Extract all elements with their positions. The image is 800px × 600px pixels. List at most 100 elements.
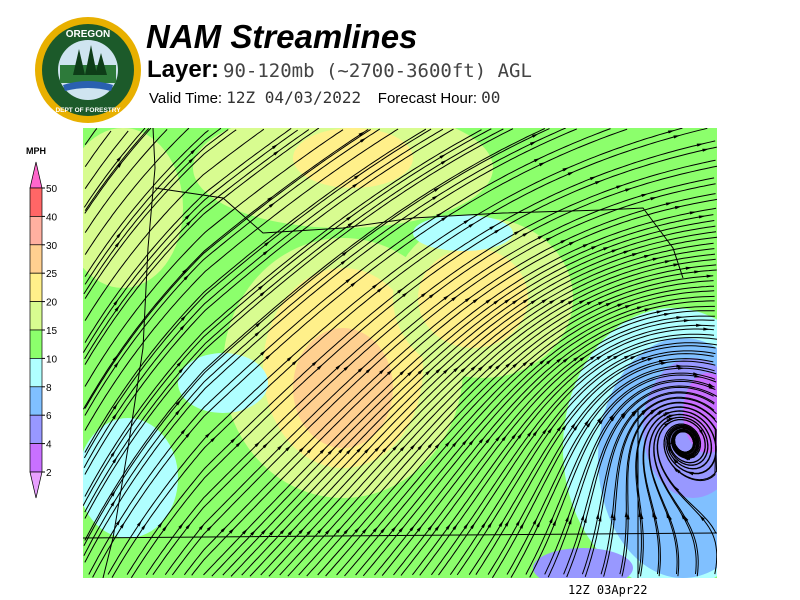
streamline-arrow <box>598 301 605 306</box>
streamline-arrow <box>504 520 510 527</box>
streamline-arrow <box>641 193 649 198</box>
svg-text:OREGON: OREGON <box>66 29 110 40</box>
streamline-arrow <box>609 413 615 420</box>
streamline-arrow <box>178 367 185 374</box>
streamline-arrow <box>190 148 197 155</box>
streamline-arrow <box>641 356 649 361</box>
streamline-arrow <box>387 369 393 376</box>
streamline-arrow <box>113 361 119 368</box>
streamline <box>344 290 715 577</box>
streamline-arrow <box>683 319 691 323</box>
streamline-arrow <box>254 441 261 448</box>
streamline <box>171 183 716 576</box>
streamline-arrow <box>666 415 674 419</box>
streamline-arrow <box>532 133 539 138</box>
streamline <box>355 295 715 576</box>
streamline-arrow <box>110 490 116 497</box>
streamline-arrow <box>228 527 235 534</box>
streamline-arrow <box>673 485 680 492</box>
streamline <box>84 128 454 475</box>
streamline-arrow <box>356 446 363 453</box>
streamline-arrow <box>579 299 586 305</box>
streamline <box>584 392 715 577</box>
streamline-arrow <box>114 241 121 248</box>
streamline-arrow <box>654 512 658 520</box>
streamline-arrow <box>489 225 496 230</box>
streamline-arrow <box>343 365 350 371</box>
streamline-arrow <box>250 529 256 536</box>
streamline-arrow <box>265 354 272 360</box>
streamline <box>374 305 715 576</box>
streamline-arrow <box>352 182 359 188</box>
streamline-arrow <box>610 415 616 422</box>
streamline-arrow <box>549 299 556 305</box>
streamline-arrow <box>539 359 546 365</box>
streamline <box>84 128 371 409</box>
streamline-arrow <box>417 368 424 375</box>
streamline-arrow <box>567 171 575 176</box>
streamline-arrow <box>175 409 181 416</box>
streamline-arrow <box>706 274 714 278</box>
legend-min-arrow <box>29 471 43 499</box>
streamline-arrow <box>494 228 501 234</box>
streamline-arrow <box>409 525 415 532</box>
streamline <box>260 242 714 576</box>
streamline-arrow <box>573 356 580 362</box>
streamline-arrow <box>157 521 163 528</box>
streamline <box>84 128 292 343</box>
streamline <box>491 360 716 578</box>
streamline-arrow <box>452 523 458 530</box>
streamline-arrow <box>694 437 698 445</box>
streamline <box>84 128 504 513</box>
streamline-arrow <box>269 529 275 536</box>
legend-swatch <box>29 216 43 246</box>
streamline-arrow <box>358 131 365 137</box>
streamline-arrow <box>594 180 602 185</box>
streamline-arrow <box>591 245 598 250</box>
streamline-arrow <box>685 266 693 270</box>
streamline-arrow <box>546 359 553 365</box>
streamline-arrow <box>664 312 671 317</box>
streamline-arrow <box>464 296 472 303</box>
streamline-arrow <box>364 447 370 454</box>
streamline-arrow <box>316 364 323 370</box>
streamline-arrow <box>162 524 168 532</box>
legend-swatch <box>29 301 43 331</box>
streamline-arrow <box>176 360 183 367</box>
streamline-arrow <box>612 513 616 521</box>
streamline-arrow <box>676 447 682 453</box>
streamline <box>84 129 344 387</box>
streamline <box>544 379 715 575</box>
streamline <box>83 128 550 546</box>
streamline-arrow <box>678 366 685 370</box>
streamline-arrow <box>432 195 439 201</box>
streamline-arrow <box>478 437 485 444</box>
streamline-arrow <box>586 421 592 428</box>
oregon-department-of-forestry-logo: OREGON DEPT OF FORESTRY <box>33 15 143 125</box>
streamline-arrow <box>112 456 118 464</box>
streamline-arrow <box>306 447 313 454</box>
streamline-arrow <box>676 316 683 320</box>
streamline-arrow <box>445 440 451 447</box>
streamline-arrow <box>470 365 477 371</box>
streamline <box>325 280 714 577</box>
streamline <box>510 367 717 578</box>
streamline <box>84 130 209 277</box>
streamline-arrow <box>433 187 441 192</box>
streamline-arrow <box>260 350 267 356</box>
legend-label: 4 <box>46 440 52 451</box>
legend-swatch <box>29 386 43 416</box>
streamline-arrow <box>468 439 475 446</box>
streamline-arrow <box>183 274 190 281</box>
streamline-arrow <box>115 518 121 526</box>
streamline-arrow <box>515 519 521 526</box>
streamline-arrow <box>565 515 569 522</box>
streamline-arrow <box>598 418 604 425</box>
streamline-arrow <box>514 230 521 236</box>
streamline-arrow <box>210 436 217 443</box>
streamline-arrow <box>254 330 261 337</box>
streamline-arrow <box>434 442 441 449</box>
streamline <box>84 129 482 497</box>
streamline <box>84 128 265 321</box>
streamline-arrow <box>342 250 349 257</box>
